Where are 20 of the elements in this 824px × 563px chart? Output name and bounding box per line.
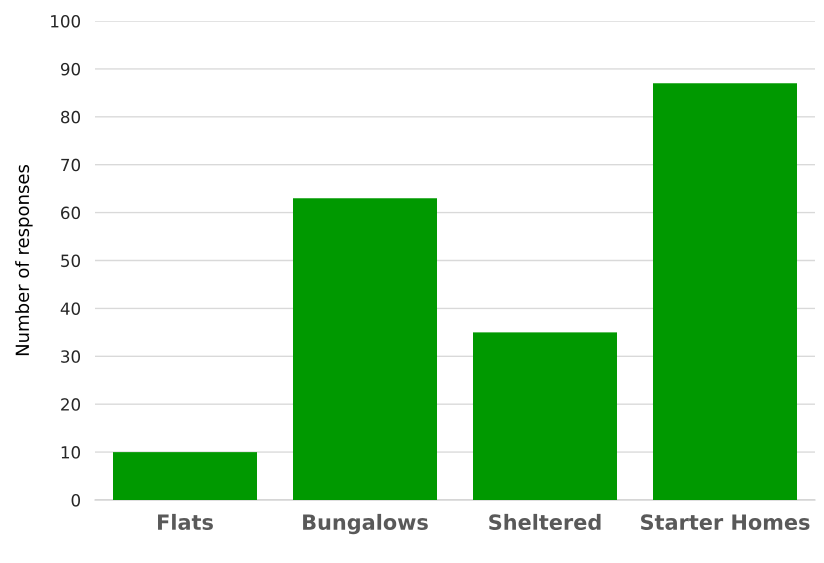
x-tick-label: Sheltered — [489, 514, 601, 530]
y-tick-label: 70 — [61, 158, 80, 172]
y-tick-label: 60 — [61, 206, 80, 220]
bar — [473, 332, 617, 500]
bar — [293, 198, 437, 500]
y-tick-label: 100 — [51, 14, 80, 28]
y-tick-label: 10 — [62, 446, 80, 459]
x-tick-label: Flats — [158, 514, 213, 530]
y-tick-label: 90 — [60, 62, 80, 76]
y-tick-label: 0 — [72, 494, 80, 507]
bar — [113, 452, 257, 500]
y-tick-label: 40 — [60, 302, 80, 315]
y-tick-label: 20 — [61, 398, 80, 411]
y-tick-label: 50 — [61, 254, 80, 268]
y-tick-label: 80 — [61, 110, 80, 124]
y-tick-label: 30 — [61, 350, 80, 363]
bar — [653, 83, 797, 500]
x-tick-label: Starter Homes — [641, 514, 810, 530]
x-tick-label: Bungalows — [303, 514, 428, 534]
y-axis-title: Number of responses — [15, 164, 33, 356]
